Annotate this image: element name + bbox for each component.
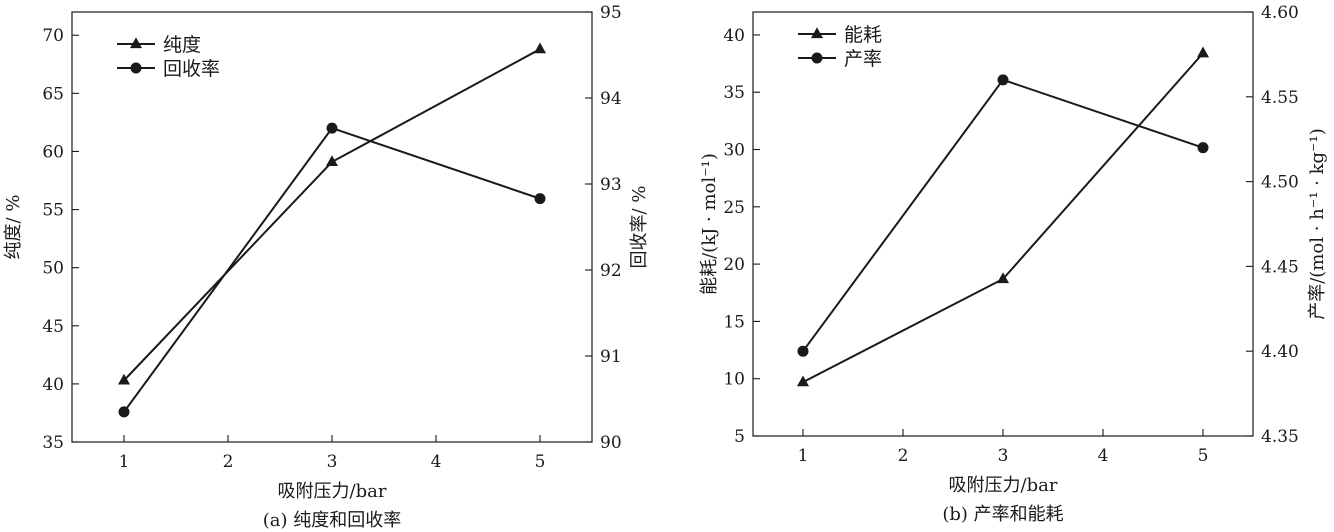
y-right-axis-label: 产率/(mol · h⁻¹ · kg⁻¹) xyxy=(1307,128,1328,320)
y-left-axis-label: 纯度/ % xyxy=(3,195,24,260)
y-right-tick-label: 94 xyxy=(600,89,622,109)
y-right-tick-label: 4.45 xyxy=(1261,257,1299,277)
x-tick-label: 2 xyxy=(898,446,909,466)
y-right-tick-label: 95 xyxy=(600,3,622,23)
x-tick-label: 4 xyxy=(431,452,442,472)
x-axis-label: 吸附压力/bar xyxy=(278,481,387,502)
y-left-tick-label: 10 xyxy=(723,370,745,390)
y-left-tick-label: 30 xyxy=(723,141,745,161)
x-tick-label: 1 xyxy=(798,446,809,466)
series-line-0 xyxy=(802,52,1204,384)
x-tick-label: 4 xyxy=(1098,446,1109,466)
x-tick-label: 3 xyxy=(998,446,1009,466)
legend-label: 能耗 xyxy=(844,24,882,46)
y-right-tick-label: 92 xyxy=(600,261,622,281)
legend-marker-triangle xyxy=(811,27,823,39)
y-left-tick-label: 45 xyxy=(42,317,64,337)
data-point-triangle xyxy=(326,155,338,167)
x-tick-label: 2 xyxy=(223,452,234,472)
y-left-tick-label: 70 xyxy=(42,26,64,46)
data-point-triangle xyxy=(534,42,546,54)
y-left-tick-label: 60 xyxy=(42,142,64,162)
x-axis-label: 吸附压力/bar xyxy=(949,475,1058,496)
y-left-tick-label: 15 xyxy=(723,312,745,332)
y-right-tick-label: 4.50 xyxy=(1261,173,1299,193)
y-left-tick-label: 20 xyxy=(723,255,745,275)
y-right-tick-label: 4.55 xyxy=(1261,88,1299,108)
data-point-circle xyxy=(534,193,546,205)
legend-label: 产率 xyxy=(844,48,882,70)
data-point-circle xyxy=(326,122,338,134)
y-right-tick-label: 93 xyxy=(600,175,622,195)
data-point-circle xyxy=(118,406,130,418)
y-left-tick-label: 55 xyxy=(42,201,64,221)
y-left-tick-label: 5 xyxy=(734,427,745,447)
series-line-0 xyxy=(123,48,541,382)
legend-label: 回收率 xyxy=(163,58,220,80)
chart-a: 1 2 3 4 53540455055606570909192939495吸附压力/ba… xyxy=(3,3,650,531)
y-left-axis-label: 能耗/(kJ · mol⁻¹) xyxy=(699,153,720,295)
y-right-tick-label: 4.60 xyxy=(1261,3,1299,23)
legend-label: 纯度 xyxy=(163,34,201,56)
data-point-triangle xyxy=(797,375,809,387)
legend-marker-triangle xyxy=(130,37,142,49)
x-tick-label: 5 xyxy=(535,452,546,472)
chart-caption: (b) 产率和能耗 xyxy=(942,504,1063,525)
data-point-triangle xyxy=(1197,46,1209,58)
y-left-tick-label: 50 xyxy=(42,259,64,279)
chart-caption: (a) 纯度和回收率 xyxy=(263,510,402,531)
y-left-tick-label: 40 xyxy=(42,375,64,395)
y-right-tick-label: 91 xyxy=(600,347,622,367)
y-right-tick-label: 90 xyxy=(600,433,622,453)
legend-marker-circle xyxy=(811,52,823,64)
data-point-circle xyxy=(997,74,1009,86)
y-right-tick-label: 4.40 xyxy=(1261,342,1299,362)
x-tick-label: 3 xyxy=(327,452,338,472)
x-tick-label: 1 xyxy=(119,452,130,472)
y-left-tick-label: 35 xyxy=(723,83,745,103)
data-point-triangle xyxy=(118,373,130,385)
data-point-triangle xyxy=(997,272,1009,284)
y-right-axis-label: 回收率/ % xyxy=(629,186,650,269)
chart-b: 1 2 3 4 5 5 10 15 20 25 30 35 40 4.35 4.40 4.45 4.50 4.55… xyxy=(699,3,1328,525)
y-left-tick-label: 25 xyxy=(723,198,745,218)
y-right-tick-label: 4.35 xyxy=(1261,427,1299,447)
legend-marker-circle xyxy=(130,62,142,74)
y-left-tick-label: 40 xyxy=(723,26,745,46)
data-point-circle xyxy=(797,345,809,357)
y-left-tick-label: 65 xyxy=(42,84,64,104)
x-tick-label: 5 xyxy=(1198,446,1209,466)
series-line-1 xyxy=(123,126,541,413)
data-point-circle xyxy=(1197,142,1209,154)
y-left-tick-label: 35 xyxy=(42,433,64,453)
